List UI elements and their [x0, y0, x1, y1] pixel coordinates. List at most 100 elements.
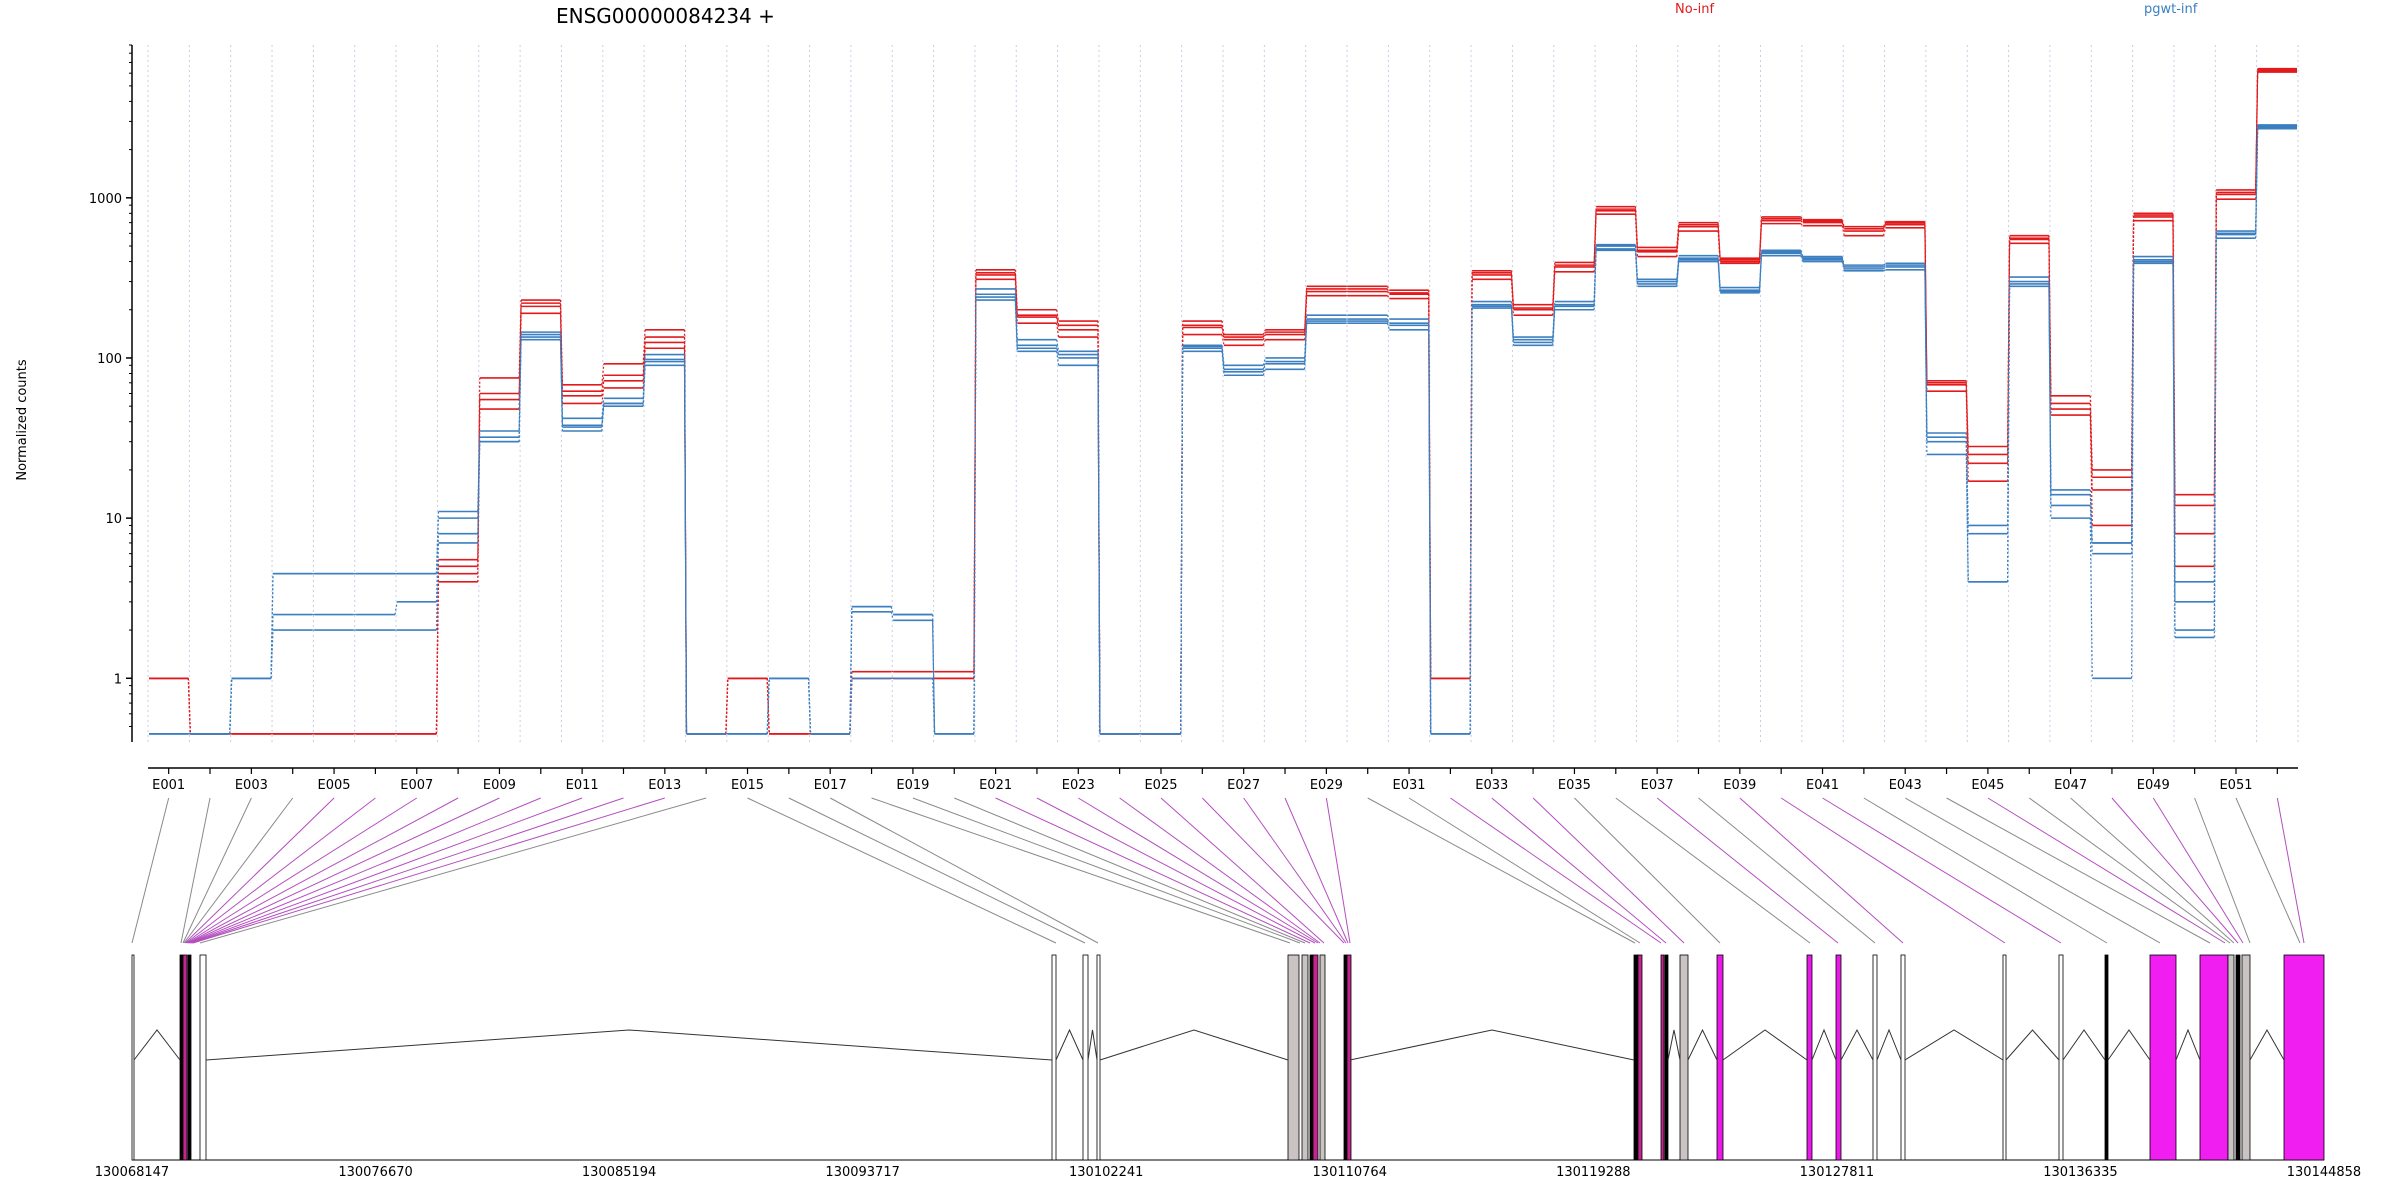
- x-tick-label: E049: [2137, 778, 2170, 793]
- series-connector: [1221, 348, 1225, 370]
- series-connector: [1965, 391, 1969, 482]
- coordinate-label: 130144858: [2287, 1165, 2361, 1180]
- series-connector: [1800, 250, 1804, 257]
- gene-model: 130068147 130076670 130085194 130093717 1301…: [95, 954, 2361, 1180]
- series-connector: [1883, 264, 1886, 268]
- coordinate-label: 130110764: [1313, 1165, 1387, 1180]
- exon-block: [1301, 954, 1309, 1161]
- exon-connector: [192, 797, 665, 944]
- series-connector: [477, 441, 481, 543]
- exon-block: [1664, 954, 1669, 1161]
- series-connector: [518, 334, 522, 442]
- series-connector: [1758, 251, 1763, 291]
- intron-line: [2175, 1028, 2201, 1061]
- series-connector: [2089, 403, 2093, 490]
- series-connector: [1676, 222, 1680, 248]
- series-connector: [1262, 369, 1266, 376]
- x-tick-label: E029: [1310, 778, 1343, 793]
- series-connector: [1841, 221, 1845, 230]
- exon-connector: [1036, 797, 1316, 944]
- x-tick-label: E041: [1806, 778, 1839, 793]
- series-connector: [1924, 221, 1928, 381]
- exon-connector: [131, 797, 170, 944]
- series-connector: [2172, 259, 2176, 638]
- x-tick-label: E047: [2054, 778, 2087, 793]
- series-connector: [229, 678, 233, 734]
- series-connector: [2131, 259, 2135, 554]
- exon-connector: [1284, 797, 1349, 944]
- x-tick-label: E017: [814, 778, 847, 793]
- exon-block: [187, 954, 192, 1161]
- series-connector: [270, 630, 274, 679]
- legend-pgwt-inf: pgwt-inf: [2144, 2, 2198, 17]
- series-connector: [1676, 224, 1680, 251]
- exon-connector: [2276, 797, 2305, 944]
- series-connector: [1800, 216, 1804, 221]
- exon-connector: [747, 797, 1057, 944]
- exon-connector: [1615, 797, 1811, 944]
- series-connector: [1841, 261, 1845, 271]
- x-tick-label: E037: [1641, 778, 1674, 793]
- series-connector: [1386, 322, 1390, 330]
- series-connector: [1386, 288, 1390, 294]
- intron-line: [1876, 1028, 1902, 1061]
- exon-block: [1096, 954, 1101, 1161]
- intron-line: [2249, 1028, 2285, 1061]
- exon-connector: [1325, 797, 1351, 944]
- series-connector: [1883, 262, 1886, 266]
- series-connector: [1634, 245, 1639, 282]
- coordinate-label: 130127811: [1800, 1165, 1874, 1180]
- x-tick-label: E039: [1723, 778, 1756, 793]
- x-tick-label: E021: [979, 778, 1012, 793]
- series-connector: [973, 294, 977, 734]
- series-connector: [2006, 238, 2011, 464]
- series-connector: [601, 387, 605, 404]
- exon-block: [1312, 954, 1319, 1161]
- exon-block: [1806, 954, 1813, 1161]
- x-tick-label: E013: [648, 778, 681, 793]
- series-connector: [807, 678, 812, 734]
- series-connector: [1262, 329, 1266, 335]
- series-connector: [1056, 339, 1060, 352]
- series-connector: [1841, 219, 1845, 227]
- series-connector: [1717, 224, 1721, 260]
- intron-line: [1087, 1029, 1098, 1061]
- exon-block: [1343, 954, 1348, 1161]
- series-connector: [601, 380, 605, 396]
- x-tick-label: E025: [1144, 778, 1177, 793]
- x-tick-label: E035: [1558, 778, 1591, 793]
- series-connector: [1717, 231, 1721, 264]
- intron-line: [2062, 1029, 2106, 1061]
- series-connector: [766, 678, 770, 734]
- series-connector: [931, 678, 936, 734]
- series-connector: [1841, 258, 1845, 268]
- series-connector: [1262, 334, 1266, 340]
- series-connector: [1593, 209, 1597, 266]
- x-tick-label: E007: [400, 778, 433, 793]
- exon-connector: [1408, 797, 1641, 944]
- series-connector: [1304, 288, 1308, 333]
- series-connector: [1882, 222, 1887, 230]
- exon-block: [2149, 954, 2177, 1161]
- exon-connector: [191, 797, 624, 944]
- exon-connector: [190, 797, 583, 944]
- series-connector: [1883, 266, 1886, 270]
- series-connector: [1552, 265, 1556, 309]
- series-connector: [601, 375, 605, 392]
- x-tick-label: E033: [1475, 778, 1508, 793]
- x-tick-label: E003: [235, 778, 268, 793]
- exon-connector: [1078, 797, 1319, 944]
- series-connector: [931, 620, 936, 734]
- series-connector: [1221, 345, 1225, 366]
- exon-connector: [1863, 797, 2108, 944]
- intron-line: [2005, 1029, 2060, 1061]
- series-connector: [1510, 272, 1515, 309]
- exon-connector: [788, 797, 1086, 944]
- series-pgwt-inf-7: [149, 125, 2297, 735]
- exon-connector: [1450, 797, 1662, 944]
- series-connector: [2089, 409, 2093, 478]
- series-connector: [1097, 354, 1101, 734]
- exon-connector: [912, 797, 1301, 944]
- exon-connector: [871, 797, 1291, 944]
